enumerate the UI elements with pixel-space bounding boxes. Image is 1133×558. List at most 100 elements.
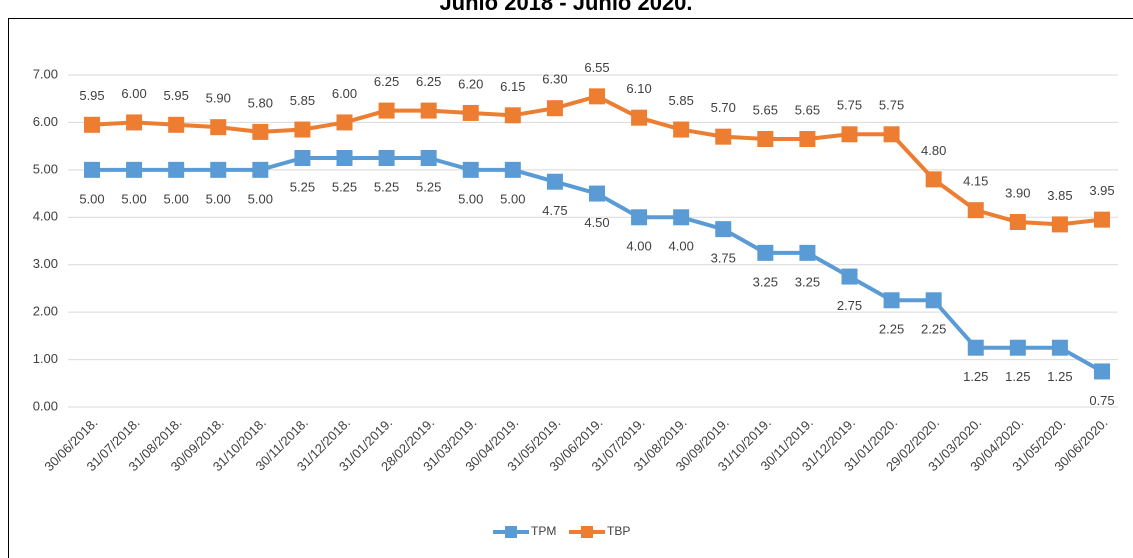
data-label: 4.75 bbox=[542, 203, 567, 218]
point-marker bbox=[589, 185, 605, 202]
data-label: 6.55 bbox=[584, 60, 609, 75]
point-marker bbox=[967, 202, 984, 219]
data-label: 5.00 bbox=[206, 191, 231, 206]
point-marker bbox=[1051, 216, 1068, 233]
point-marker bbox=[84, 161, 100, 178]
data-label: 5.00 bbox=[164, 191, 189, 206]
point-marker bbox=[378, 150, 395, 166]
data-label: 5.75 bbox=[837, 98, 862, 113]
data-label: 5.75 bbox=[879, 98, 904, 113]
point-marker bbox=[210, 119, 227, 136]
data-label: 6.30 bbox=[542, 72, 567, 87]
point-marker bbox=[631, 209, 648, 226]
data-label: 5.90 bbox=[206, 91, 231, 106]
point-marker bbox=[462, 104, 479, 121]
legend-marker bbox=[505, 526, 517, 538]
legend-label: TBP bbox=[607, 524, 630, 538]
data-label: 6.20 bbox=[458, 76, 483, 91]
y-tick-label: 5.00 bbox=[33, 161, 58, 176]
y-tick-label: 3.00 bbox=[33, 256, 58, 271]
data-label: 6.00 bbox=[332, 86, 357, 101]
point-marker bbox=[168, 116, 185, 133]
data-label: 4.00 bbox=[626, 239, 651, 254]
point-marker bbox=[841, 268, 858, 285]
data-label: 2.25 bbox=[879, 322, 904, 337]
point-marker bbox=[631, 109, 648, 126]
data-label: 5.00 bbox=[500, 191, 525, 206]
data-label: 3.95 bbox=[1089, 183, 1114, 198]
data-label: 6.15 bbox=[500, 79, 525, 94]
data-label: 6.00 bbox=[121, 86, 146, 101]
point-marker bbox=[1009, 214, 1026, 231]
data-label: 0.75 bbox=[1089, 393, 1114, 408]
point-marker bbox=[925, 171, 942, 188]
point-marker bbox=[715, 128, 732, 145]
data-label: 6.10 bbox=[626, 81, 651, 96]
data-label: 4.15 bbox=[963, 174, 988, 189]
point-marker bbox=[1051, 339, 1068, 356]
data-label: 4.80 bbox=[921, 143, 946, 158]
chart-title: Junio 2018 - Junio 2020. bbox=[439, 0, 692, 15]
point-marker bbox=[589, 88, 605, 105]
point-marker bbox=[757, 131, 774, 148]
legend-label: TPM bbox=[531, 524, 556, 538]
data-label: 5.00 bbox=[121, 191, 146, 206]
data-label: 3.75 bbox=[711, 251, 736, 266]
data-label: 1.25 bbox=[1047, 369, 1072, 384]
point-marker bbox=[420, 102, 437, 119]
point-marker bbox=[799, 244, 816, 261]
data-label: 5.85 bbox=[669, 93, 694, 108]
point-marker bbox=[673, 121, 690, 138]
chart-frame bbox=[8, 18, 1133, 558]
data-label: 5.80 bbox=[248, 95, 273, 110]
data-label: 5.70 bbox=[711, 100, 736, 115]
data-label: 5.25 bbox=[374, 179, 399, 194]
point-marker bbox=[673, 209, 690, 226]
data-label: 3.90 bbox=[1005, 185, 1030, 200]
data-label: 1.25 bbox=[963, 369, 988, 384]
point-marker bbox=[715, 221, 732, 238]
legend-marker bbox=[581, 526, 593, 538]
data-label: 5.65 bbox=[795, 102, 820, 117]
y-tick-label: 1.00 bbox=[33, 351, 58, 366]
data-label: 5.00 bbox=[458, 191, 483, 206]
data-label: 5.00 bbox=[79, 191, 104, 206]
point-marker bbox=[799, 131, 816, 148]
data-label: 5.95 bbox=[164, 88, 189, 103]
point-marker bbox=[504, 107, 521, 124]
y-tick-label: 0.00 bbox=[33, 398, 58, 413]
point-marker bbox=[252, 123, 269, 140]
point-marker bbox=[546, 173, 563, 190]
data-label: 1.25 bbox=[1005, 369, 1030, 384]
point-marker bbox=[967, 339, 984, 356]
point-marker bbox=[504, 161, 521, 178]
data-label: 6.25 bbox=[374, 74, 399, 89]
point-marker bbox=[546, 100, 563, 117]
point-marker bbox=[294, 121, 311, 138]
data-label: 5.95 bbox=[79, 88, 104, 103]
data-label: 6.25 bbox=[416, 74, 441, 89]
point-marker bbox=[210, 161, 227, 178]
data-label: 3.25 bbox=[795, 274, 820, 289]
y-tick-label: 6.00 bbox=[33, 114, 58, 129]
point-marker bbox=[841, 126, 858, 143]
y-tick-label: 2.00 bbox=[33, 304, 58, 319]
point-marker bbox=[168, 161, 185, 178]
point-marker bbox=[1094, 211, 1110, 228]
data-label: 2.25 bbox=[921, 322, 946, 337]
data-label: 3.25 bbox=[753, 274, 778, 289]
data-label: 5.65 bbox=[753, 102, 778, 117]
point-marker bbox=[378, 102, 395, 119]
point-marker bbox=[462, 161, 479, 178]
point-marker bbox=[883, 292, 900, 309]
point-marker bbox=[126, 114, 143, 131]
point-marker bbox=[84, 116, 100, 133]
data-label: 5.25 bbox=[332, 179, 357, 194]
data-label: 5.25 bbox=[416, 179, 441, 194]
data-label: 5.25 bbox=[290, 179, 315, 194]
data-label: 4.50 bbox=[584, 215, 609, 230]
point-marker bbox=[420, 150, 437, 166]
point-marker bbox=[883, 126, 900, 143]
